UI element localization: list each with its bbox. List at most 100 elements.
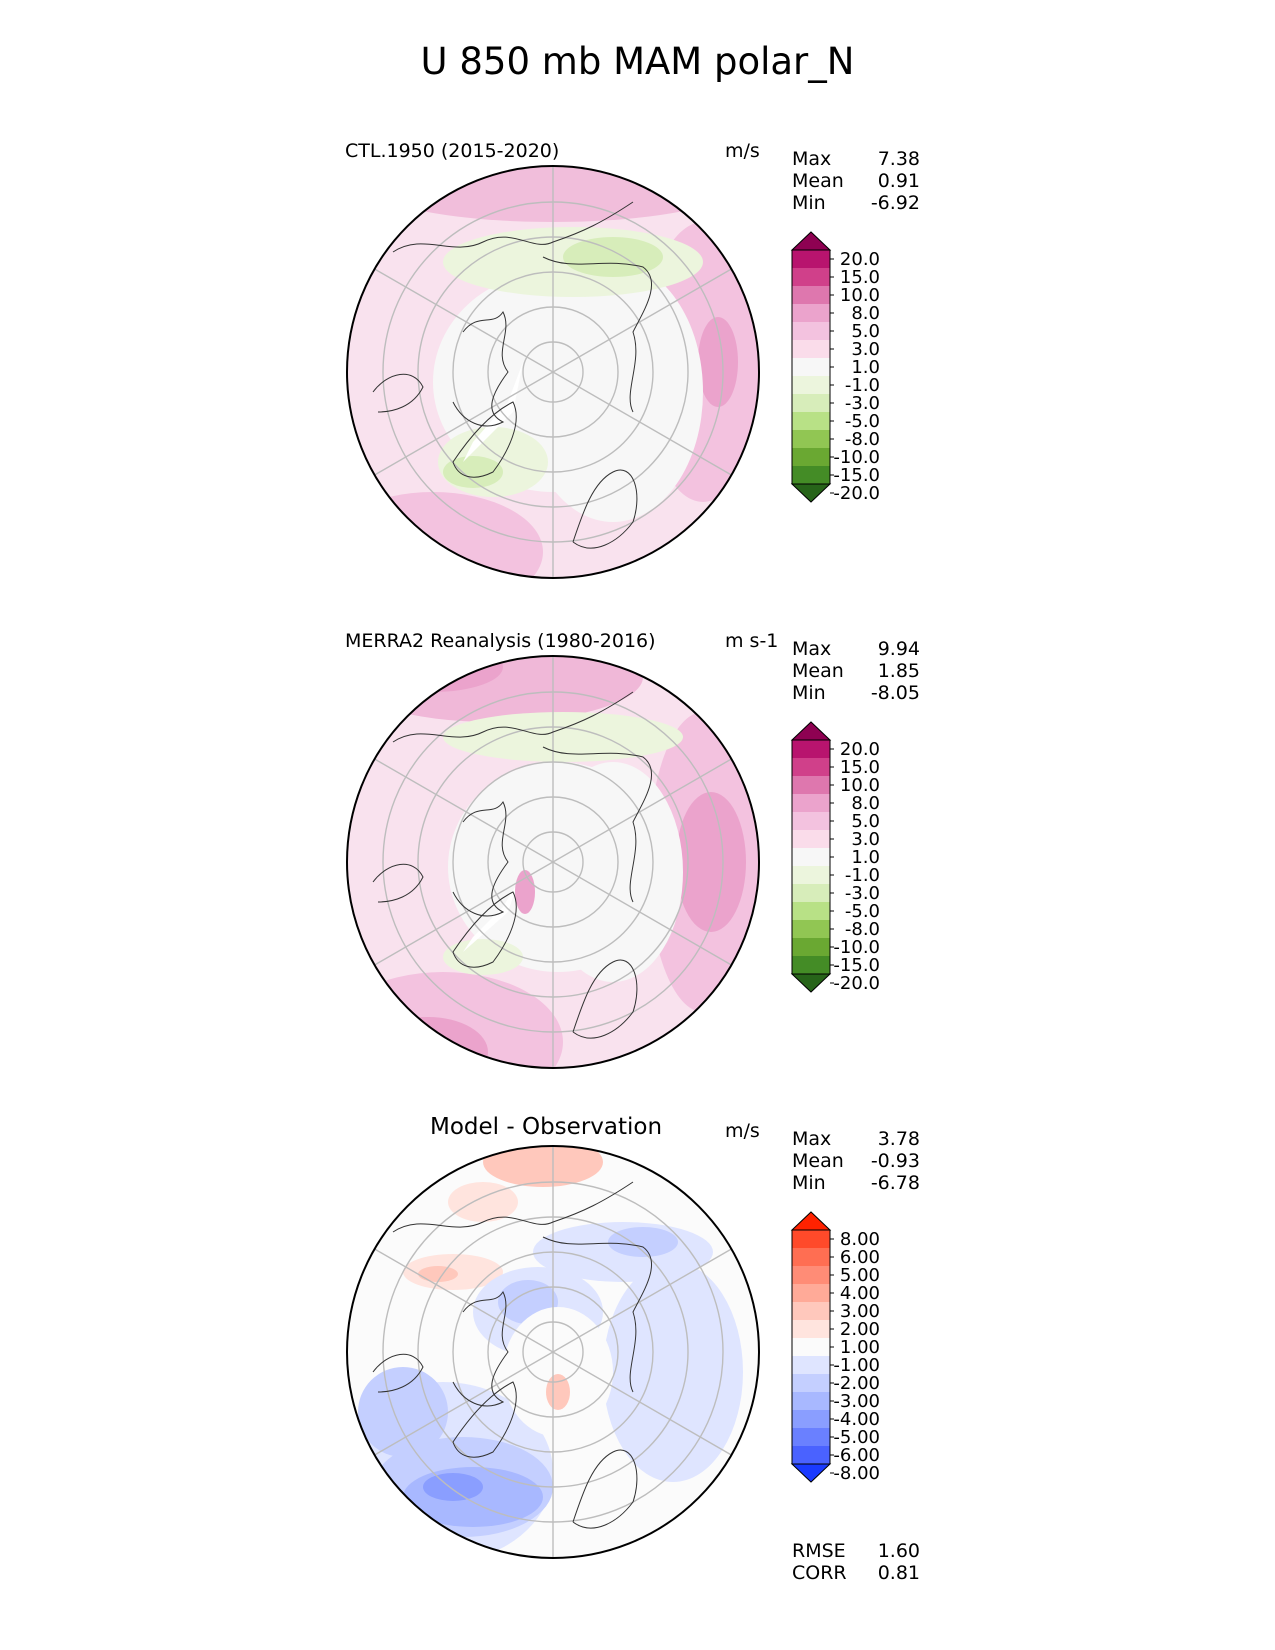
colorbar-tick-label: 1.0 <box>851 357 880 378</box>
colorbar-segment <box>792 304 830 322</box>
units-label: m/s <box>725 1120 760 1142</box>
stat-value: 7.38 <box>877 148 920 170</box>
panel-difference: Model - Observation m/s Max 3.78 Mean -0.9… <box>0 1114 1275 1590</box>
colorbar-segment <box>792 1356 830 1374</box>
colorbar-tick-label: -8.00 <box>833 1463 880 1484</box>
colorbar-segment <box>792 322 830 340</box>
colorbar-tick-label: 5.00 <box>840 1265 880 1286</box>
colorbar-segment <box>792 848 830 866</box>
stat-value: 0.91 <box>877 170 920 192</box>
figure-title: U 850 mb MAM polar_N <box>420 40 855 83</box>
colorbar-segment <box>792 430 830 448</box>
colorbar-tick-label: 20.0 <box>840 739 880 760</box>
colorbar-segment <box>792 1284 830 1302</box>
colorbar-tick-label: -10.0 <box>833 937 880 958</box>
colorbar-segment <box>792 1428 830 1446</box>
colorbar-tick-label: 20.0 <box>840 249 880 270</box>
stat-label: Max <box>792 638 832 660</box>
colorbar-ticks: 20.015.010.08.05.03.01.0-1.0-3.0-5.0-8.0… <box>830 739 880 994</box>
panel-title: MERRA2 Reanalysis (1980-2016) <box>345 630 656 652</box>
colorbar-tick-label: -20.0 <box>833 973 880 994</box>
colorbar-tick-label: 5.0 <box>851 811 880 832</box>
stat-value: -6.78 <box>870 1172 920 1194</box>
colorbar-tick-label: -1.0 <box>845 375 880 396</box>
colorbar-extend-max <box>790 721 832 741</box>
colorbar-segment <box>792 1374 830 1392</box>
metric-label: CORR <box>792 1562 847 1584</box>
colorbar-segment <box>792 358 830 376</box>
colorbar-tick-label: 8.0 <box>851 303 880 324</box>
colorbar-segment <box>792 812 830 830</box>
stat-value: 9.94 <box>877 638 920 660</box>
colorbar-tick-label: 1.00 <box>840 1337 880 1358</box>
units-label: m s-1 <box>725 630 779 652</box>
colorbar-segment <box>792 1338 830 1356</box>
colorbar-segment <box>792 884 830 902</box>
polar-map <box>346 165 760 579</box>
stat-value: -0.93 <box>870 1150 920 1172</box>
colorbar-segment <box>792 776 830 794</box>
colorbar-segment <box>792 1446 830 1464</box>
colorbar-tick-label: 8.00 <box>840 1229 880 1250</box>
metrics-box: RMSE 1.60 CORR 0.81 <box>792 1540 920 1584</box>
stat-label: Mean <box>792 660 844 682</box>
colorbar-ticks: 20.015.010.08.05.03.01.0-1.0-3.0-5.0-8.0… <box>830 249 880 504</box>
panel-obs: MERRA2 Reanalysis (1980-2016) m s-1 Max 9… <box>0 630 1275 1100</box>
stat-value: -6.92 <box>870 192 920 214</box>
colorbar-tick-label: 15.0 <box>840 267 880 288</box>
colorbar-extend-min <box>790 483 832 503</box>
colorbar-segment <box>792 830 830 848</box>
colorbar-boxes <box>790 721 832 993</box>
colorbar-segment <box>792 758 830 776</box>
colorbar-segment <box>792 250 830 268</box>
colorbar-segment <box>792 1410 830 1428</box>
units-label: m/s <box>725 140 760 162</box>
colorbar-ticks: 8.006.005.004.003.002.001.00-1.00-2.00-3… <box>830 1229 880 1484</box>
stat-label: Max <box>792 148 832 170</box>
panel-title: Model - Observation <box>430 1114 663 1140</box>
colorbar-tick-label: -1.0 <box>845 865 880 886</box>
colorbar-tick-label: 5.0 <box>851 321 880 342</box>
colorbar-tick-label: -8.0 <box>845 429 880 450</box>
colorbar-segment <box>792 448 830 466</box>
stat-label: Mean <box>792 170 844 192</box>
colorbar-tick-label: -15.0 <box>833 955 880 976</box>
colorbar-segment <box>792 866 830 884</box>
colorbar-tick-label: -3.0 <box>845 883 880 904</box>
stat-label: Min <box>792 192 826 214</box>
metric-value: 0.81 <box>877 1562 920 1584</box>
colorbar-tick-label: 6.00 <box>840 1247 880 1268</box>
colorbar-segment <box>792 286 830 304</box>
stat-label: Min <box>792 1172 826 1194</box>
colorbar-segment <box>792 938 830 956</box>
colorbar-segment <box>792 394 830 412</box>
stat-label: Max <box>792 1128 832 1150</box>
colorbar-tick-label: -15.0 <box>833 465 880 486</box>
polar-map <box>346 1145 760 1559</box>
colorbar-tick-label: 15.0 <box>840 757 880 778</box>
colorbar-segment <box>792 794 830 812</box>
colorbar-tick-label: -5.0 <box>845 411 880 432</box>
colorbar-tick-label: 3.00 <box>840 1301 880 1322</box>
colorbar-extend-max <box>790 231 832 251</box>
stats-box: Max 3.78 Mean -0.93 Min -6.78 <box>792 1128 920 1194</box>
colorbar-tick-label: -2.00 <box>833 1373 880 1394</box>
colorbar-segment <box>792 268 830 286</box>
colorbar-tick-label: 10.0 <box>840 285 880 306</box>
colorbar-tick-label: -3.00 <box>833 1391 880 1412</box>
colorbar-tick-label: 3.0 <box>851 339 880 360</box>
colorbar-segment <box>792 1266 830 1284</box>
colorbar-tick-label: 10.0 <box>840 775 880 796</box>
stats-box: Max 7.38 Mean 0.91 Min -6.92 <box>792 148 920 214</box>
stat-label: Min <box>792 682 826 704</box>
colorbar: 20.015.010.08.05.03.01.0-1.0-3.0-5.0-8.0… <box>790 721 880 994</box>
colorbar-tick-label: -4.00 <box>833 1409 880 1430</box>
colorbar-tick-label: -5.00 <box>833 1427 880 1448</box>
colorbar-segment <box>792 1248 830 1266</box>
colorbar-segment <box>792 340 830 358</box>
colorbar-tick-label: -20.0 <box>833 483 880 504</box>
colorbar-tick-label: -3.0 <box>845 393 880 414</box>
colorbar-tick-label: 2.00 <box>840 1319 880 1340</box>
colorbar-segment <box>792 956 830 974</box>
metric-value: 1.60 <box>877 1540 920 1562</box>
